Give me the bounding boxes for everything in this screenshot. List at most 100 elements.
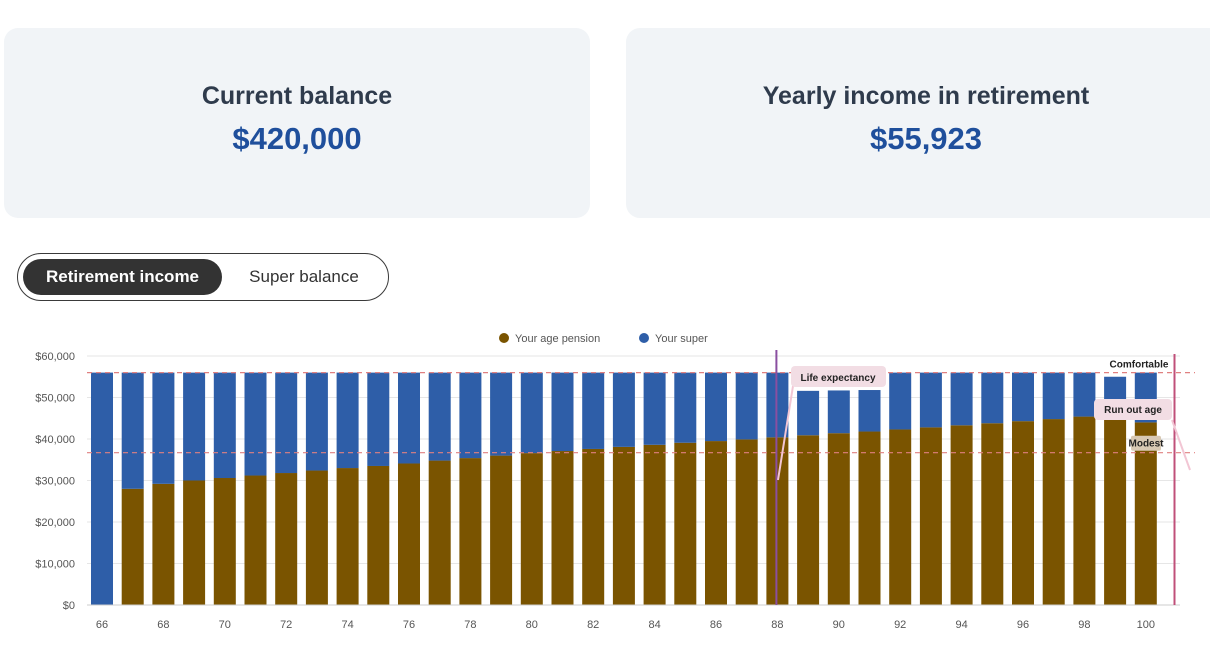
x-tick-label: 86 — [710, 619, 722, 631]
bar-age-pension — [1012, 421, 1034, 605]
bar-age-pension — [428, 460, 451, 605]
x-tick-label: 76 — [403, 619, 415, 631]
bar-super — [612, 372, 635, 447]
bar-age-pension — [244, 475, 267, 605]
bar-age-pension — [582, 448, 605, 605]
bar-age-pension — [336, 468, 359, 605]
run-out-age-label-bg — [1094, 399, 1172, 420]
bar-age-pension — [183, 480, 206, 605]
bar-age-pension — [305, 470, 328, 605]
bar-age-pension — [152, 483, 175, 605]
bar-super — [919, 372, 942, 428]
yearly-income-label: Yearly income in retirement — [762, 81, 1090, 110]
bar-age-pension — [490, 455, 513, 605]
bar-age-pension — [950, 425, 973, 605]
x-tick-label: 82 — [587, 619, 599, 631]
bar-super — [213, 372, 236, 479]
bar-super — [336, 372, 359, 469]
bar-age-pension — [889, 429, 912, 605]
bar-age-pension — [797, 435, 820, 605]
x-tick-label: 72 — [280, 619, 292, 631]
x-tick-label: 68 — [157, 619, 169, 631]
x-tick-label: 90 — [833, 619, 845, 631]
x-tick-label: 100 — [1137, 619, 1155, 631]
bar-age-pension — [1104, 418, 1127, 605]
bar-super — [398, 372, 420, 464]
bar-super — [705, 372, 727, 442]
x-tick-label: 66 — [96, 619, 108, 631]
bar-super — [1012, 372, 1034, 422]
bar-super — [582, 372, 605, 449]
bar-age-pension — [551, 451, 574, 605]
yearly-income-card: Yearly income in retirement $55,923 — [626, 28, 1210, 218]
x-tick-label: 96 — [1017, 619, 1029, 631]
bar-super — [981, 372, 1004, 424]
current-balance-card: Current balance $420,000 — [4, 28, 590, 218]
bar-age-pension — [459, 458, 482, 605]
bar-super — [551, 372, 574, 452]
y-tick-label: $0 — [63, 600, 75, 612]
tab-retirement-income[interactable]: Retirement income — [23, 259, 222, 295]
x-tick-label: 84 — [648, 619, 660, 631]
bar-super — [858, 390, 881, 432]
current-balance-label: Current balance — [201, 81, 393, 110]
run-out-age-label: Run out age — [1104, 405, 1162, 416]
bar-super — [428, 372, 451, 461]
yearly-income-value: $55,923 — [869, 120, 983, 156]
bar-super — [1042, 372, 1065, 420]
legend-label-super: Your super — [655, 333, 708, 345]
modest-label: Modest — [1129, 439, 1165, 450]
x-tick-label: 92 — [894, 619, 906, 631]
bar-age-pension — [674, 442, 697, 605]
bar-age-pension — [1042, 419, 1065, 605]
y-tick-label: $60,000 — [35, 351, 75, 363]
x-tick-label: 80 — [526, 619, 538, 631]
bar-super — [520, 372, 543, 454]
y-tick-label: $30,000 — [35, 476, 75, 488]
bar-age-pension — [1073, 416, 1096, 605]
bar-age-pension — [705, 441, 727, 605]
bar-super — [889, 372, 912, 430]
y-tick-label: $10,000 — [35, 559, 75, 571]
bar-age-pension — [275, 473, 298, 605]
life-expectancy-label: Life expectancy — [800, 373, 875, 384]
bar-age-pension — [367, 465, 390, 605]
x-tick-label: 70 — [219, 619, 231, 631]
legend-swatch-super — [639, 333, 649, 343]
bar-super — [459, 372, 482, 459]
x-tick-label: 78 — [464, 619, 476, 631]
x-tick-label: 88 — [771, 619, 783, 631]
legend-label-age-pension: Your age pension — [515, 333, 600, 345]
bar-super — [674, 372, 697, 443]
bar-age-pension — [735, 439, 758, 605]
tab-super-balance[interactable]: Super balance — [249, 267, 359, 286]
y-tick-label: $20,000 — [35, 517, 75, 529]
retirement-income-chart: $0 $10,000 $20,000 $30,000 $40,000 $50,000 $60… — [35, 333, 1195, 631]
bar-super — [275, 372, 298, 474]
y-tick-label: $40,000 — [35, 434, 75, 446]
modest-label-bg — [1131, 435, 1161, 451]
bar-age-pension — [827, 433, 850, 605]
bar-super — [735, 372, 758, 440]
view-toggle: Retirement income Super balance — [17, 253, 389, 301]
bar-super — [643, 372, 666, 445]
run-out-age-connector — [1171, 419, 1191, 471]
bar-super — [797, 390, 820, 436]
comfortable-label: Comfortable — [1110, 360, 1169, 371]
legend-swatch-age-pension — [499, 333, 509, 343]
x-tick-label: 94 — [955, 619, 967, 631]
life-expectancy-label-bg — [791, 366, 886, 387]
x-tick-label: 74 — [341, 619, 353, 631]
y-tick-label: $50,000 — [35, 393, 75, 405]
bar-super — [950, 372, 973, 426]
bar-super — [152, 372, 175, 484]
bar-super — [183, 372, 206, 481]
current-balance-value: $420,000 — [232, 120, 362, 156]
bar-age-pension — [981, 423, 1004, 605]
bar-super — [305, 372, 328, 471]
bar-age-pension — [121, 488, 144, 605]
bar-age-pension — [398, 463, 420, 605]
bar-super — [244, 372, 267, 476]
bar-age-pension — [612, 446, 635, 605]
bar-age-pension — [1134, 422, 1157, 605]
